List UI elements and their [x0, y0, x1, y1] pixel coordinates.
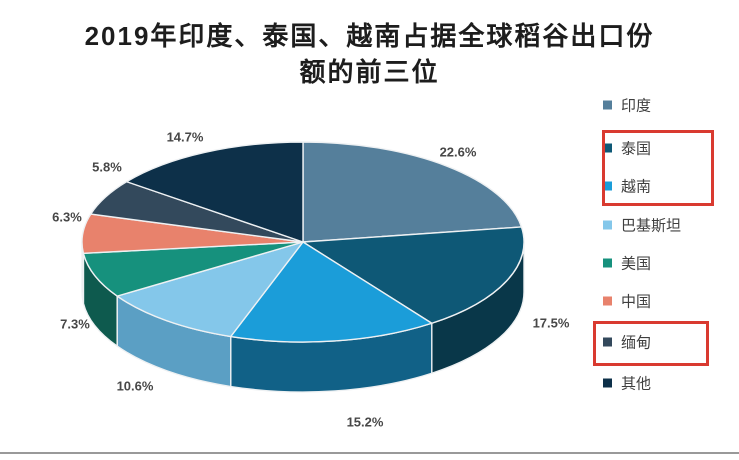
legend-label: 缅甸 — [621, 334, 652, 352]
pie-slice-7 — [125, 141, 304, 243]
highlight-box-0 — [602, 130, 714, 206]
legend-item-2: 越南 — [603, 176, 651, 197]
pie-slice-3 — [116, 241, 304, 338]
legend-label: 中国 — [621, 293, 652, 311]
legend-label: 巴基斯坦 — [621, 217, 682, 235]
legend-item-3: 巴基斯坦 — [603, 215, 681, 236]
legend-label: 印度 — [621, 97, 652, 115]
pie-slice-1 — [302, 226, 525, 324]
pie-percent-label-5: 6.3% — [52, 209, 82, 225]
legend-item-5: 中国 — [603, 291, 651, 312]
legend-item-7: 其他 — [603, 373, 651, 394]
pie-percent-label-0: 22.6% — [439, 144, 477, 160]
pie-slice-4 — [82, 241, 304, 297]
legend-swatch-icon — [603, 296, 612, 306]
pie-percent-label-1: 17.5% — [532, 315, 570, 331]
legend-swatch-icon — [603, 100, 612, 110]
highlight-box-1 — [593, 321, 709, 366]
legend-item-4: 美国 — [603, 253, 651, 274]
chart-title-line2: 额的前三位 — [299, 57, 440, 87]
pie-percent-label-2: 15.2% — [346, 414, 384, 430]
legend-item-1: 泰国 — [603, 138, 651, 159]
legend-swatch-icon — [603, 258, 612, 268]
legend-item-6: 缅甸 — [603, 332, 651, 353]
legend-label: 越南 — [621, 178, 652, 196]
pie-percent-label-3: 10.6% — [116, 378, 154, 394]
legend-label: 泰国 — [621, 140, 652, 158]
pie-percent-label-6: 5.8% — [92, 159, 122, 175]
legend-swatch-icon — [603, 143, 612, 153]
legend-swatch-icon — [603, 378, 612, 388]
pie-slice-2 — [230, 241, 433, 343]
pie-percent-label-7: 14.7% — [166, 129, 204, 145]
legend-label: 美国 — [621, 255, 652, 273]
legend-swatch-icon — [603, 181, 612, 191]
bottom-divider-line — [0, 452, 739, 454]
legend-swatch-icon — [603, 220, 612, 230]
pie-slice-0 — [302, 141, 523, 243]
legend-swatch-icon — [603, 337, 612, 347]
legend-item-0: 印度 — [603, 95, 651, 116]
chart-title: 2019年印度、泰国、越南占据全球稻谷出口份 额的前三位 — [0, 18, 739, 90]
chart-title-line1: 2019年印度、泰国、越南占据全球稻谷出口份 — [84, 21, 655, 51]
pie-percent-label-4: 7.3% — [60, 316, 90, 332]
legend-label: 其他 — [621, 375, 652, 393]
